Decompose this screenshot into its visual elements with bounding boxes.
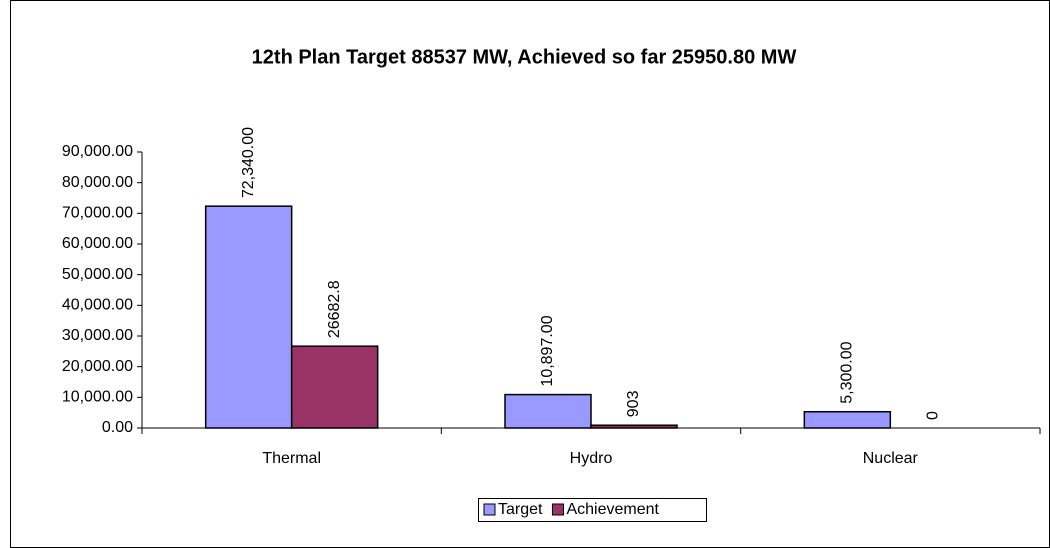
data-label: 903 xyxy=(625,390,642,417)
x-tick-label: Thermal xyxy=(262,450,321,467)
y-tick-label: 30,000.00 xyxy=(62,327,133,344)
y-tick-label: 70,000.00 xyxy=(62,205,133,222)
data-label: 72,340.00 xyxy=(240,127,257,198)
legend-box xyxy=(478,498,707,522)
data-label: 26682.8 xyxy=(326,280,343,338)
chart-title: 12th Plan Target 88537 MW, Achieved so f… xyxy=(252,46,797,68)
chart-frame xyxy=(10,0,1050,548)
bar xyxy=(204,205,293,429)
y-tick-label: 40,000.00 xyxy=(62,297,133,314)
legend-label: Achievement xyxy=(566,501,659,518)
legend-label: Target xyxy=(498,501,543,518)
y-tick-label: 20,000.00 xyxy=(62,358,133,375)
bar xyxy=(290,345,379,429)
y-tick-label: 0.00 xyxy=(102,419,133,436)
data-label: 0 xyxy=(925,411,942,420)
y-tick-label: 80,000.00 xyxy=(62,174,133,191)
data-label: 10,897.00 xyxy=(539,315,556,386)
bar xyxy=(590,424,678,429)
data-label: 5,300.00 xyxy=(839,341,856,403)
legend-swatch xyxy=(551,503,564,516)
x-tick-label: Hydro xyxy=(570,450,613,467)
y-tick-label: 50,000.00 xyxy=(62,266,133,283)
y-tick-label: 90,000.00 xyxy=(62,143,133,160)
bar xyxy=(803,410,892,429)
y-tick-label: 60,000.00 xyxy=(62,235,133,252)
legend-swatch xyxy=(483,503,496,516)
y-tick-label: 10,000.00 xyxy=(62,389,133,406)
x-tick-label: Nuclear xyxy=(863,450,919,467)
bar xyxy=(504,393,592,429)
